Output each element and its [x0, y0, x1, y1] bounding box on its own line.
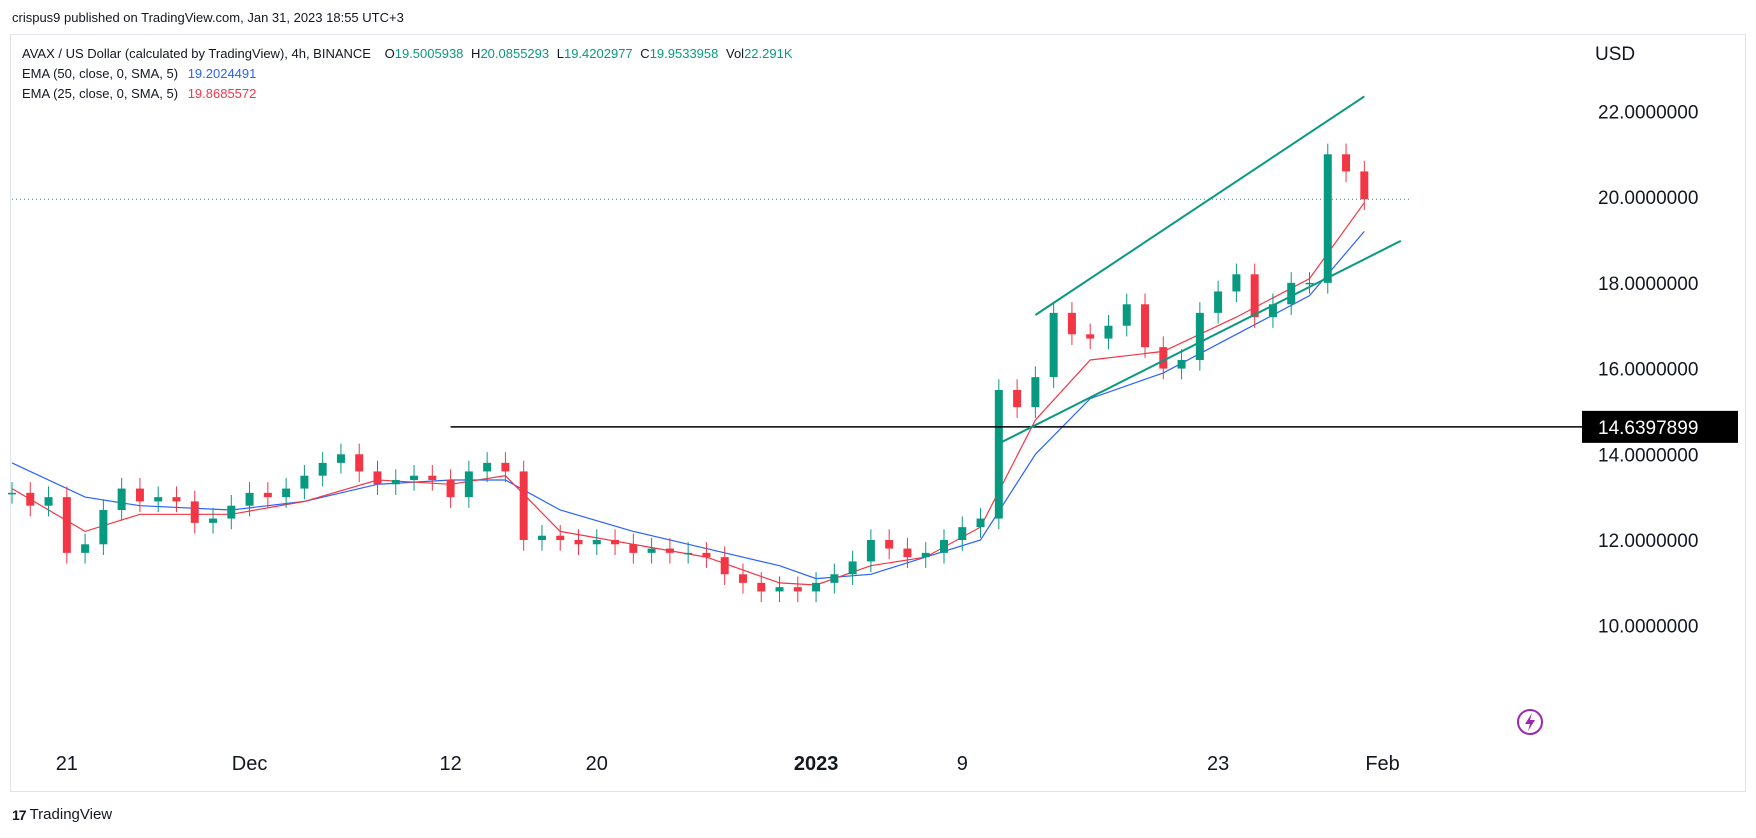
tradingview-footer[interactable]: 17 TradingView	[12, 806, 112, 823]
low-label: L	[556, 46, 564, 61]
close-value: 19.9533958	[649, 46, 719, 61]
chart-frame	[10, 34, 1746, 792]
volume-label: Vol	[726, 46, 745, 61]
symbol-label: AVAX / US Dollar (calculated by TradingV…	[22, 46, 371, 61]
ema50-value: 19.2024491	[187, 66, 257, 81]
volume-value: 22.291K	[744, 46, 793, 61]
legend-ema50-row: EMA (50, close, 0, SMA, 5) 19.2024491	[22, 64, 793, 84]
low-value: 19.4202977	[563, 46, 633, 61]
high-value: 20.0855293	[480, 46, 550, 61]
legend-ema25-row: EMA (25, close, 0, SMA, 5) 19.8685572	[22, 84, 793, 104]
tradingview-logo-icon: 17	[12, 806, 27, 823]
high-label: H	[471, 46, 481, 61]
open-label: O	[384, 46, 395, 61]
legend-symbol-row: AVAX / US Dollar (calculated by TradingV…	[22, 44, 793, 64]
ema25-label: EMA (25, close, 0, SMA, 5)	[22, 86, 179, 101]
ema50-label: EMA (50, close, 0, SMA, 5)	[22, 66, 179, 81]
publish-info: crispus9 published on TradingView.com, J…	[12, 10, 404, 25]
chart-legend: AVAX / US Dollar (calculated by TradingV…	[22, 44, 793, 104]
ema25-value: 19.8685572	[187, 86, 257, 101]
close-label: C	[640, 46, 650, 61]
tradingview-brand: TradingView	[29, 806, 113, 823]
open-value: 19.5005938	[394, 46, 464, 61]
